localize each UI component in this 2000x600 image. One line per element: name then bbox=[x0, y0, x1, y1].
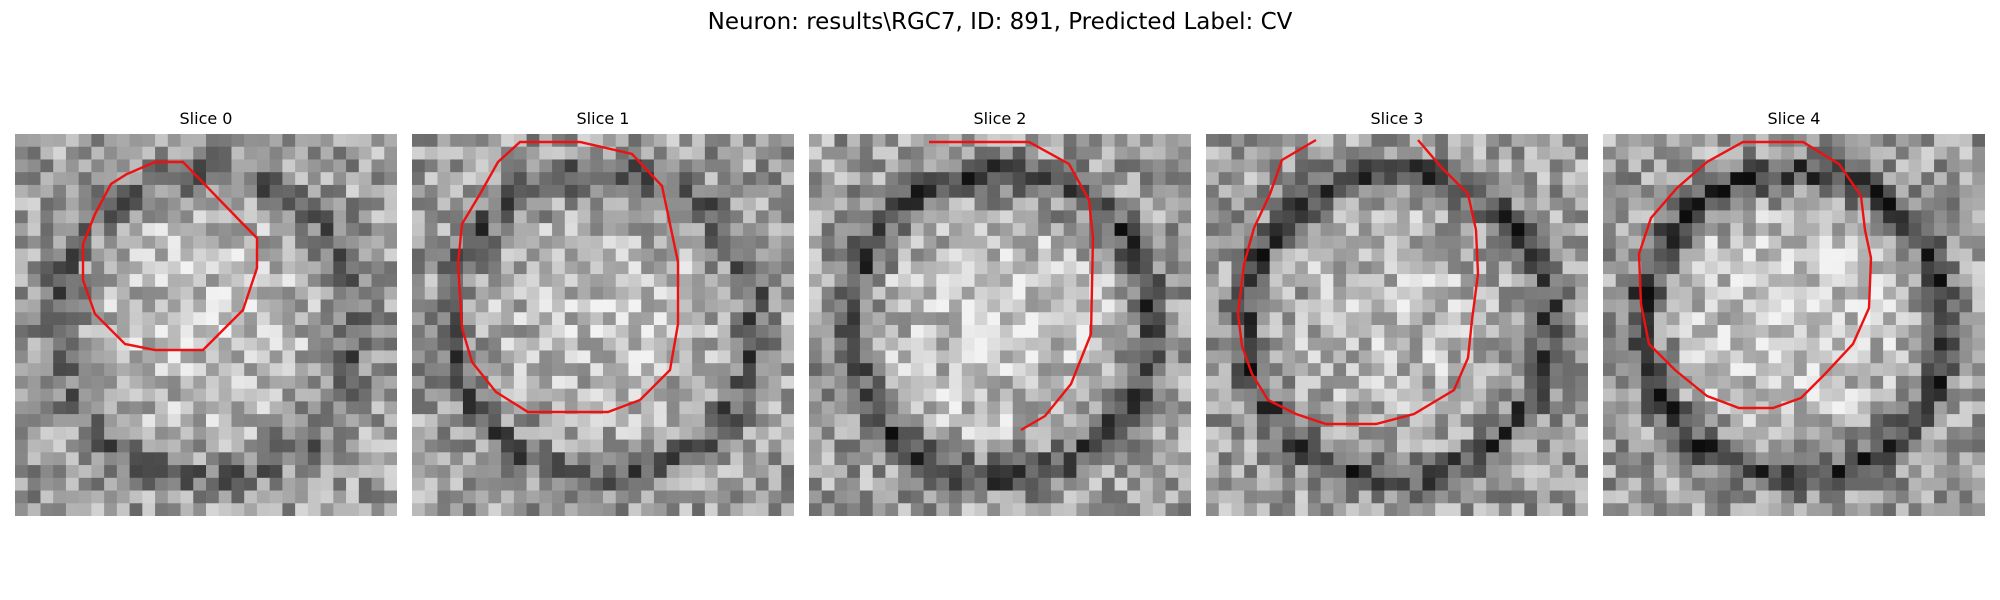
slice-image-1 bbox=[412, 134, 794, 516]
slice-title-2: Slice 2 bbox=[973, 109, 1027, 128]
slice-panel-1: Slice 1 bbox=[412, 108, 794, 516]
slice-image-0 bbox=[15, 134, 397, 516]
slice-panel-3: Slice 3 bbox=[1206, 108, 1588, 516]
slice-image-4 bbox=[1603, 134, 1985, 516]
slice-panel-0: Slice 0 bbox=[15, 108, 397, 516]
slice-title-0: Slice 0 bbox=[179, 109, 233, 128]
slice-image-2 bbox=[809, 134, 1191, 516]
slice-title-4: Slice 4 bbox=[1767, 109, 1821, 128]
cell-contour-1 bbox=[456, 140, 680, 414]
slice-panel-4: Slice 4 bbox=[1603, 108, 1985, 516]
slice-title-3: Slice 3 bbox=[1370, 109, 1424, 128]
figure-title: Neuron: results\RGC7, ID: 891, Predicted… bbox=[707, 9, 1293, 35]
slice-title-1: Slice 1 bbox=[576, 109, 630, 128]
cell-contour-2 bbox=[929, 140, 1095, 432]
slice-image-3 bbox=[1206, 134, 1588, 516]
cell-contour-4 bbox=[1637, 140, 1873, 410]
cell-contour-3 bbox=[1236, 138, 1480, 426]
cell-contour-0 bbox=[81, 160, 259, 352]
slice-panel-2: Slice 2 bbox=[809, 108, 1191, 516]
